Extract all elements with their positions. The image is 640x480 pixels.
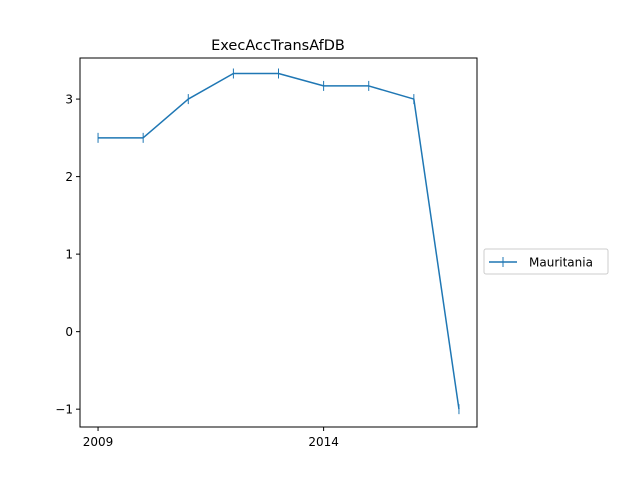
legend-label-mauritania: Mauritania xyxy=(529,256,593,270)
y-tick-label: 0 xyxy=(65,325,73,339)
axes-frame xyxy=(80,58,477,427)
y-tick-label: −1 xyxy=(55,403,73,417)
plot-area xyxy=(98,69,459,415)
y-tick-label: 3 xyxy=(65,93,73,107)
legend: Mauritania xyxy=(484,249,608,274)
x-axis: 2009 2014 xyxy=(83,427,339,449)
chart-title: ExecAccTransAfDB xyxy=(211,38,345,54)
x-tick-label: 2009 xyxy=(83,435,114,449)
series-line-mauritania xyxy=(98,74,459,410)
x-tick-label: 2014 xyxy=(308,435,339,449)
y-tick-label: 2 xyxy=(65,170,73,184)
y-tick-label: 1 xyxy=(65,248,73,262)
y-axis: −1 0 1 2 3 xyxy=(55,93,80,417)
